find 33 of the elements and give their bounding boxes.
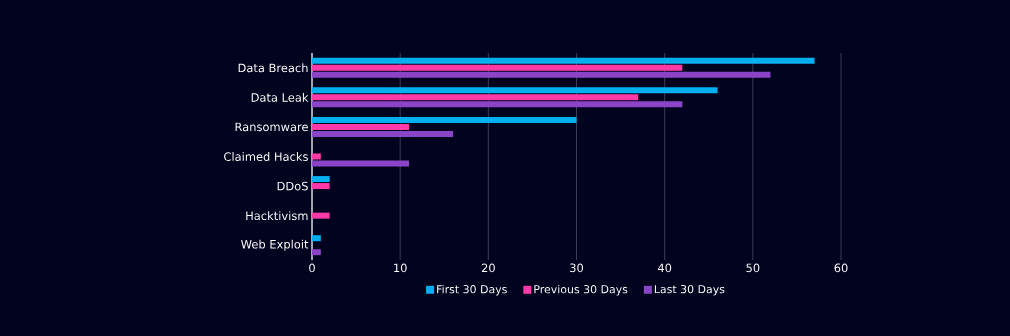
y-tick-label: DDoS: [277, 181, 308, 191]
y-tick-label: Data Leak: [251, 92, 309, 102]
bar: [312, 123, 409, 130]
bar: [312, 101, 683, 108]
y-tick-label: Web Exploit: [241, 239, 309, 251]
y-tick-label: Hacktivism: [246, 211, 308, 221]
bar: [312, 176, 330, 183]
x-tick-label: 20: [481, 263, 495, 273]
bar: [312, 94, 639, 101]
x-tick-label: 40: [657, 263, 672, 273]
bar: [312, 235, 321, 242]
x-tick-label: 30: [570, 263, 584, 273]
bar: [312, 71, 771, 78]
bar: [312, 212, 330, 219]
bar: [312, 153, 321, 160]
x-tick-label: 10: [394, 263, 407, 273]
x-tick-label: 60: [834, 263, 848, 273]
bar: [312, 249, 321, 256]
y-tick-label: Ransomware: [235, 122, 308, 132]
bar: [312, 57, 815, 64]
legend-label: Previous 30 Days: [534, 284, 628, 296]
legend-label: First 30 Days: [437, 284, 507, 296]
bar: [312, 87, 718, 94]
bar: [312, 130, 454, 137]
bar: [312, 64, 683, 71]
bar: [312, 116, 577, 123]
x-tick-label: 0: [309, 263, 315, 273]
legend-label: Last 30 Days: [654, 284, 725, 296]
x-tick-label: 50: [746, 263, 760, 273]
y-tick-label: Data Breach: [238, 63, 308, 73]
bar: [312, 160, 409, 167]
bar: [312, 183, 330, 190]
y-tick-label: Claimed Hacks: [224, 152, 308, 161]
